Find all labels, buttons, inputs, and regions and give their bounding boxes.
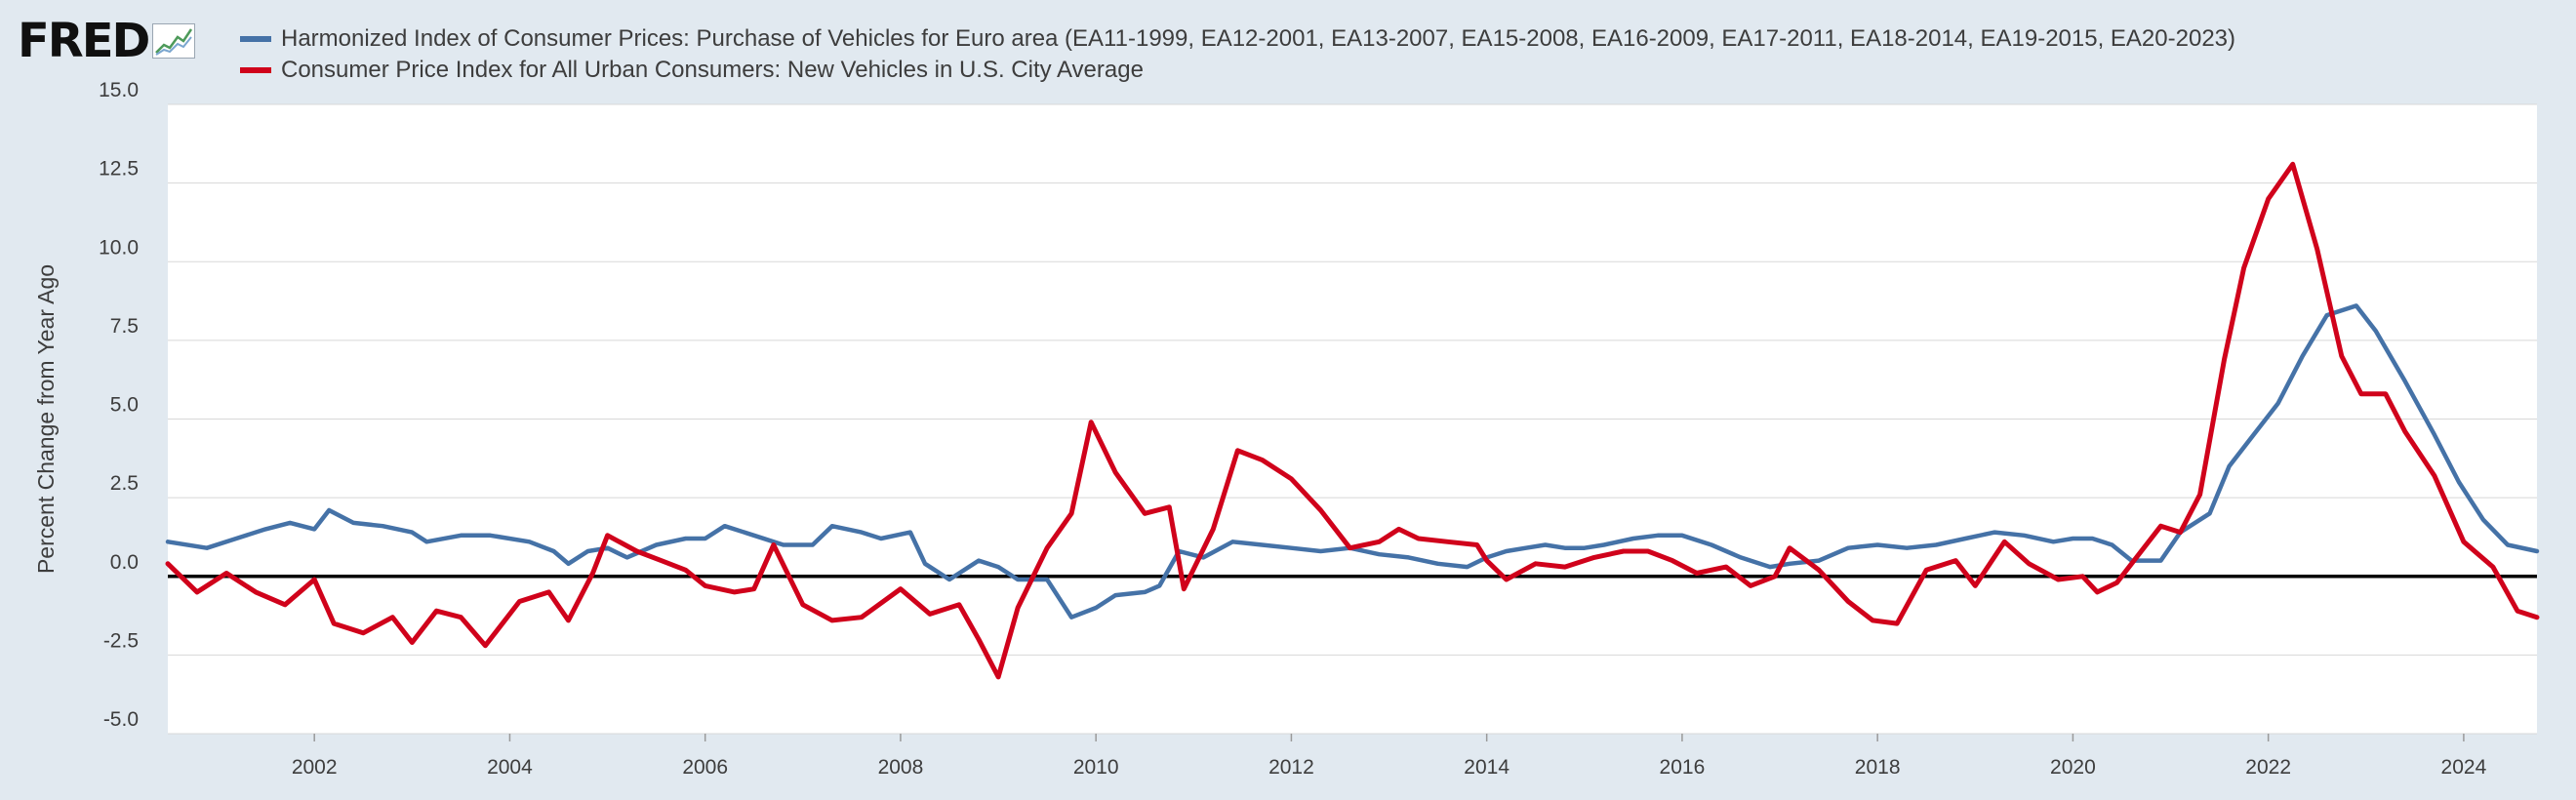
series-line-us <box>165 161 2540 680</box>
x-axis-ticks: 2002 2004 2006 2008 2010 2012 2014 2016 2018 2020… <box>292 734 2487 779</box>
x-tick-label: 2004 <box>487 756 533 779</box>
x-tick-label: 2014 <box>1464 756 1509 779</box>
y-tick-label: 2.5 <box>110 472 139 495</box>
x-tick-label: 2008 <box>878 756 924 779</box>
x-tick-label: 2024 <box>2441 756 2487 779</box>
y-tick-label: 12.5 <box>99 158 139 180</box>
legend-swatch-eu <box>240 36 271 42</box>
x-tick-label: 2018 <box>1855 756 1901 779</box>
x-tick-label: 2012 <box>1268 756 1314 779</box>
y-tick-label: -2.5 <box>103 629 139 652</box>
x-tick-label: 2010 <box>1073 756 1119 779</box>
y-axis-ticks: -5.0 -2.5 0.0 2.5 5.0 7.5 10.0 12.5 15.0 <box>99 79 139 731</box>
y-tick-label: 10.0 <box>99 236 139 259</box>
y-tick-label: 0.0 <box>110 551 139 574</box>
legend-label-eu: Harmonized Index of Consumer Prices: Pur… <box>281 25 2236 52</box>
legend-item-eu[interactable]: Harmonized Index of Consumer Prices: Pur… <box>240 23 2235 55</box>
fred-chart-icon <box>152 23 196 59</box>
x-tick-label: 2006 <box>682 756 728 779</box>
y-tick-label: 7.5 <box>110 315 139 338</box>
series-lines <box>165 161 2540 680</box>
y-axis-title: Percent Change from Year Ago <box>33 264 59 574</box>
x-tick-label: 2016 <box>1660 756 1706 779</box>
fred-logo-text: FRED <box>18 14 150 68</box>
chart-legend: Harmonized Index of Consumer Prices: Pur… <box>240 23 2235 86</box>
x-tick-label: 2002 <box>292 756 338 779</box>
fred-logo[interactable]: FRED <box>18 14 196 68</box>
x-tick-label: 2022 <box>2245 756 2291 779</box>
y-tick-label: 15.0 <box>99 79 139 101</box>
legend-swatch-us <box>240 67 271 73</box>
y-tick-label: -5.0 <box>103 708 139 731</box>
legend-label-us: Consumer Price Index for All Urban Consu… <box>281 57 1144 83</box>
chart-header: FRED Harmonized Index of Consumer Prices… <box>0 0 2576 98</box>
y-tick-label: 5.0 <box>110 394 139 417</box>
legend-item-us[interactable]: Consumer Price Index for All Urban Consu… <box>240 55 2235 86</box>
x-tick-label: 2020 <box>2050 756 2096 779</box>
